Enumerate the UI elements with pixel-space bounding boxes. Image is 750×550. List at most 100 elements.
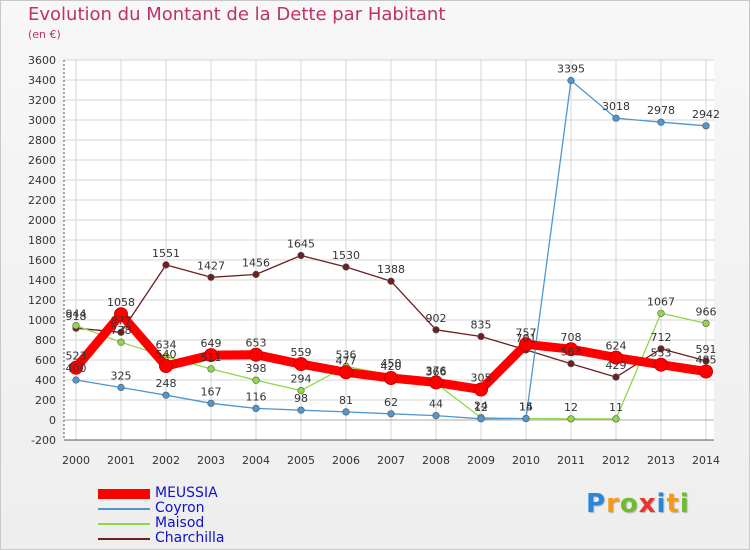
data-label-charchilla: 877 xyxy=(111,314,132,327)
data-point-maisod xyxy=(297,387,305,395)
data-label-charchilla: 918 xyxy=(66,310,87,323)
data-label-meussia: 649 xyxy=(201,337,222,350)
data-label-charchilla: 1456 xyxy=(242,256,270,269)
data-point-coyron xyxy=(702,122,710,130)
data-label-meussia: 624 xyxy=(606,340,627,353)
data-point-meussia xyxy=(564,342,578,357)
x-tick-label: 2009 xyxy=(467,454,495,467)
data-point-coyron xyxy=(342,408,350,416)
data-point-meussia xyxy=(339,365,353,380)
data-label-maisod: 294 xyxy=(291,373,312,386)
data-label-charchilla: 1645 xyxy=(287,238,315,251)
data-label-meussia: 305 xyxy=(471,372,492,385)
y-tick-label: 400 xyxy=(35,374,56,387)
data-point-maisod xyxy=(567,415,575,423)
data-point-coyron xyxy=(252,404,260,413)
y-tick-label: 3000 xyxy=(28,114,56,127)
x-tick-label: 2003 xyxy=(197,454,225,467)
data-point-meussia xyxy=(159,359,173,373)
data-label-coyron: 400 xyxy=(66,362,87,375)
data-label-charchilla: 835 xyxy=(471,319,492,332)
data-point-charchilla xyxy=(702,357,710,365)
data-label-maisod: 966 xyxy=(696,305,717,318)
x-tick-label: 2014 xyxy=(692,454,720,467)
data-label-charchilla: 1530 xyxy=(332,249,360,262)
logo-letter: x xyxy=(638,489,657,519)
legend-swatch xyxy=(98,489,150,499)
data-point-meussia xyxy=(114,307,128,322)
data-label-coyron: 248 xyxy=(156,377,177,390)
x-tick-label: 2002 xyxy=(152,454,180,467)
axis-layer: -200 0 200 400 600 800 1000 1200 1400 1600 1800 200… xyxy=(28,54,720,467)
data-point-meussia xyxy=(204,348,218,363)
data-label-meussia: 485 xyxy=(696,354,717,367)
data-point-meussia xyxy=(384,371,398,385)
data-label-charchilla: 1427 xyxy=(197,259,225,272)
legend-label: Maisod xyxy=(155,515,205,531)
legend-swatch xyxy=(98,523,150,525)
data-point-coyron xyxy=(207,399,215,407)
data-label-maisod: 12 xyxy=(564,401,578,414)
y-tick-label: 3400 xyxy=(28,74,56,87)
y-tick-label: 0 xyxy=(49,414,56,427)
data-label-meussia: 540 xyxy=(156,348,177,361)
data-label-meussia: 653 xyxy=(246,337,267,350)
data-label-coyron: 15 xyxy=(519,401,533,414)
data-label-coyron: 116 xyxy=(246,390,267,403)
data-point-charchilla xyxy=(117,328,125,336)
data-point-coyron xyxy=(477,415,485,423)
data-point-coyron xyxy=(612,114,620,122)
data-label-coyron: 98 xyxy=(294,392,308,405)
data-point-meussia xyxy=(294,357,308,372)
y-tick-label: 1000 xyxy=(28,314,56,327)
data-point-coyron xyxy=(297,406,305,414)
data-point-charchilla xyxy=(207,273,215,281)
data-point-meussia xyxy=(249,347,263,362)
x-tick-label: 2008 xyxy=(422,454,450,467)
data-point-charchilla xyxy=(657,345,665,353)
y-tick-label: 200 xyxy=(35,394,56,407)
data-label-maisod: 14 xyxy=(519,401,533,414)
data-label-charchilla: 429 xyxy=(606,359,627,372)
data-label-maisod: 366 xyxy=(426,365,447,378)
data-label-maisod: 778 xyxy=(111,324,132,337)
y-tick-label: 2800 xyxy=(28,134,56,147)
data-label-charchilla: 591 xyxy=(696,343,717,356)
data-label-meussia: 757 xyxy=(516,326,537,339)
x-tick-label: 2007 xyxy=(377,454,405,467)
y-tick-label: 600 xyxy=(35,354,56,367)
data-point-meussia xyxy=(69,360,83,375)
y-tick-label: 1800 xyxy=(28,234,56,247)
data-point-charchilla xyxy=(342,263,350,271)
data-point-maisod xyxy=(612,415,620,423)
data-point-meussia xyxy=(699,364,713,379)
data-label-charchilla: 563 xyxy=(561,346,582,359)
y-tick-label: 3200 xyxy=(28,94,56,107)
x-tick-label: 2000 xyxy=(62,454,90,467)
data-point-charchilla xyxy=(387,277,395,285)
x-tick-label: 2013 xyxy=(647,454,675,467)
data-label-meussia: 553 xyxy=(651,347,672,360)
data-point-maisod xyxy=(72,322,80,330)
data-point-coyron xyxy=(117,383,125,392)
logo-letter: r xyxy=(606,489,620,519)
data-label-coyron: 2978 xyxy=(647,104,675,117)
data-point-meussia xyxy=(429,375,443,390)
data-label-maisod: 24 xyxy=(474,400,488,413)
logo-letter: P xyxy=(586,489,607,519)
data-label-coyron: 3018 xyxy=(602,100,630,113)
y-tick-label: -200 xyxy=(31,434,56,447)
data-point-meussia xyxy=(609,350,623,365)
data-label-charchilla: 701 xyxy=(516,332,537,345)
data-point-maisod xyxy=(702,319,710,328)
data-point-coyron xyxy=(72,376,80,384)
data-label-maisod: 634 xyxy=(156,339,177,352)
chart-subtitle: (en €) xyxy=(28,28,61,41)
data-point-coyron xyxy=(387,410,395,418)
logo-letter: i xyxy=(656,489,667,519)
y-tick-label: 1400 xyxy=(28,274,56,287)
y-tick-label: 2200 xyxy=(28,194,56,207)
data-point-meussia xyxy=(474,382,488,397)
